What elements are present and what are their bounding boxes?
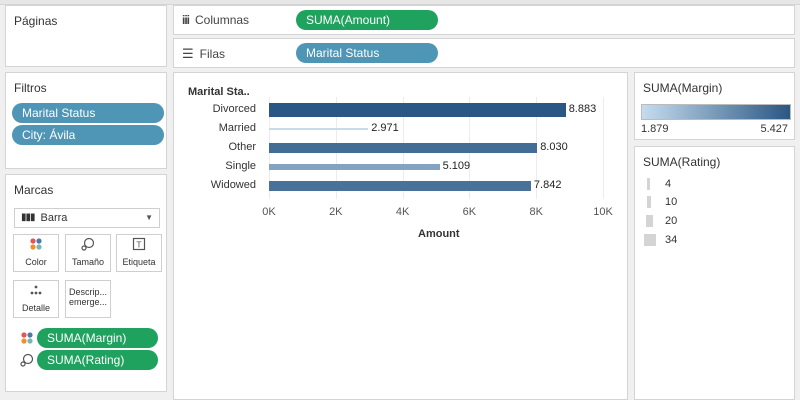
- row-header: Marital Sta..: [188, 86, 250, 98]
- svg-text:T: T: [136, 241, 142, 250]
- gridline: [603, 97, 604, 199]
- text-label-icon: T: [117, 237, 161, 257]
- detail-button[interactable]: Detalle: [13, 280, 59, 318]
- chevron-down-icon: ▼: [145, 213, 153, 222]
- columns-icon: iii: [182, 13, 190, 27]
- bar-value-label: 7.842: [533, 179, 562, 191]
- x-tick-label: 2K: [329, 206, 343, 218]
- rows-shelf-label: Filas: [199, 47, 225, 61]
- bar-mark[interactable]: [269, 128, 369, 130]
- tooltip-button-label-1: Descrip...: [68, 287, 107, 297]
- pages-panel[interactable]: Páginas: [5, 5, 167, 67]
- bar-mark[interactable]: [269, 142, 538, 154]
- size-button[interactable]: Tamaño: [65, 234, 111, 272]
- color-legend-min: 1.879: [641, 123, 669, 135]
- category-label[interactable]: Widowed: [210, 179, 256, 191]
- category-label[interactable]: Married: [218, 122, 256, 134]
- marks-field-rating[interactable]: SUMA(Rating): [37, 350, 158, 370]
- rows-shelf-label-wrap: ☰ Filas: [182, 46, 225, 62]
- rows-shelf[interactable]: ☰ Filas Marital Status: [173, 38, 795, 68]
- marks-title: Marcas: [14, 183, 54, 197]
- size-legend-label: 10: [665, 196, 678, 208]
- label-button[interactable]: T Etiqueta: [116, 234, 162, 272]
- size-legend-item: 4: [643, 178, 671, 190]
- size-icon: [66, 237, 110, 257]
- columns-shelf-label: Columnas: [195, 13, 250, 27]
- size-legend-label: 34: [665, 234, 678, 246]
- color-legend-title: SUMA(Margin): [643, 81, 723, 95]
- bar-mark[interactable]: [269, 103, 566, 117]
- size-swatch-icon: [644, 234, 656, 246]
- x-tick-label: 4K: [395, 206, 410, 218]
- chart-view[interactable]: Marital Sta.. Divorced 8.883 Married 2.971 O…: [173, 72, 628, 400]
- x-tick-label: 0K: [262, 206, 276, 218]
- rows-icon: ☰: [182, 46, 194, 61]
- size-button-label: Tamaño: [71, 257, 105, 267]
- category-label[interactable]: Divorced: [212, 103, 256, 115]
- field-size-icon: [20, 353, 34, 372]
- color-button[interactable]: Color: [13, 234, 59, 272]
- size-legend-title: SUMA(Rating): [643, 155, 721, 169]
- color-legend-ramp: [641, 104, 791, 120]
- bar-value-label: 8.030: [540, 141, 568, 153]
- size-swatch-icon: [646, 215, 653, 227]
- bar-chart-icon: ▮▮▮: [21, 212, 35, 223]
- size-swatch-icon: [647, 196, 651, 208]
- category-label[interactable]: Other: [228, 141, 256, 153]
- color-button-label: Color: [25, 257, 47, 267]
- size-legend-item: 20: [643, 215, 677, 227]
- columns-shelf[interactable]: iii Columnas SUMA(Amount): [173, 5, 795, 35]
- x-tick-label: 10K: [593, 206, 613, 218]
- x-tick-label: 6K: [462, 206, 477, 218]
- top-toolbar-strip: [0, 0, 800, 5]
- bar-mark[interactable]: [269, 164, 440, 170]
- rows-pill-marital-status[interactable]: Marital Status: [296, 43, 438, 63]
- bar-value-label: 8.883: [568, 103, 597, 115]
- bar-value-label: 2.971: [371, 122, 399, 134]
- color-legend-max: 5.427: [760, 123, 788, 135]
- filter-pill-marital-status[interactable]: Marital Status: [12, 103, 164, 123]
- bar-value-label: 5.109: [442, 160, 471, 172]
- marks-field-margin[interactable]: SUMA(Margin): [37, 328, 158, 348]
- size-legend-label: 4: [665, 178, 672, 190]
- filters-title: Filtros: [14, 81, 47, 95]
- color-legend[interactable]: SUMA(Margin) 1.879 5.427: [634, 72, 795, 140]
- tooltip-button[interactable]: Descrip... emerge...: [65, 280, 111, 318]
- size-legend[interactable]: SUMA(Rating) 4 10 20 34: [634, 146, 795, 400]
- mark-type-value: Barra: [40, 212, 68, 224]
- columns-shelf-label-wrap: iii Columnas: [182, 13, 249, 27]
- field-color-icon: [20, 331, 34, 350]
- size-legend-label: 20: [665, 215, 678, 227]
- bar-plot-area: Divorced 8.883 Married 2.971 Other 8.030 Singl…: [174, 73, 629, 400]
- filter-pill-city[interactable]: City: Ávila: [12, 125, 164, 145]
- filters-panel[interactable]: Filtros Marital Status City: Ávila: [5, 72, 167, 169]
- x-tick-label: 8K: [529, 206, 543, 218]
- detail-button-label: Detalle: [21, 303, 50, 313]
- size-legend-item: 10: [643, 196, 677, 208]
- x-axis-title: Amount: [418, 228, 460, 240]
- mark-type-dropdown[interactable]: ▮▮▮ Barra ▼: [14, 208, 160, 228]
- columns-pill-amount[interactable]: SUMA(Amount): [296, 10, 438, 30]
- tooltip-button-label-2: emerge...: [68, 297, 108, 307]
- category-label[interactable]: Single: [225, 160, 256, 172]
- label-button-label: Etiqueta: [122, 257, 156, 267]
- detail-dots-icon: [14, 283, 58, 303]
- size-legend-item: 34: [643, 234, 677, 246]
- bar-mark[interactable]: [269, 180, 531, 192]
- size-swatch-icon: [647, 178, 650, 190]
- color-dots-icon: [14, 237, 58, 257]
- pages-title: Páginas: [14, 14, 58, 28]
